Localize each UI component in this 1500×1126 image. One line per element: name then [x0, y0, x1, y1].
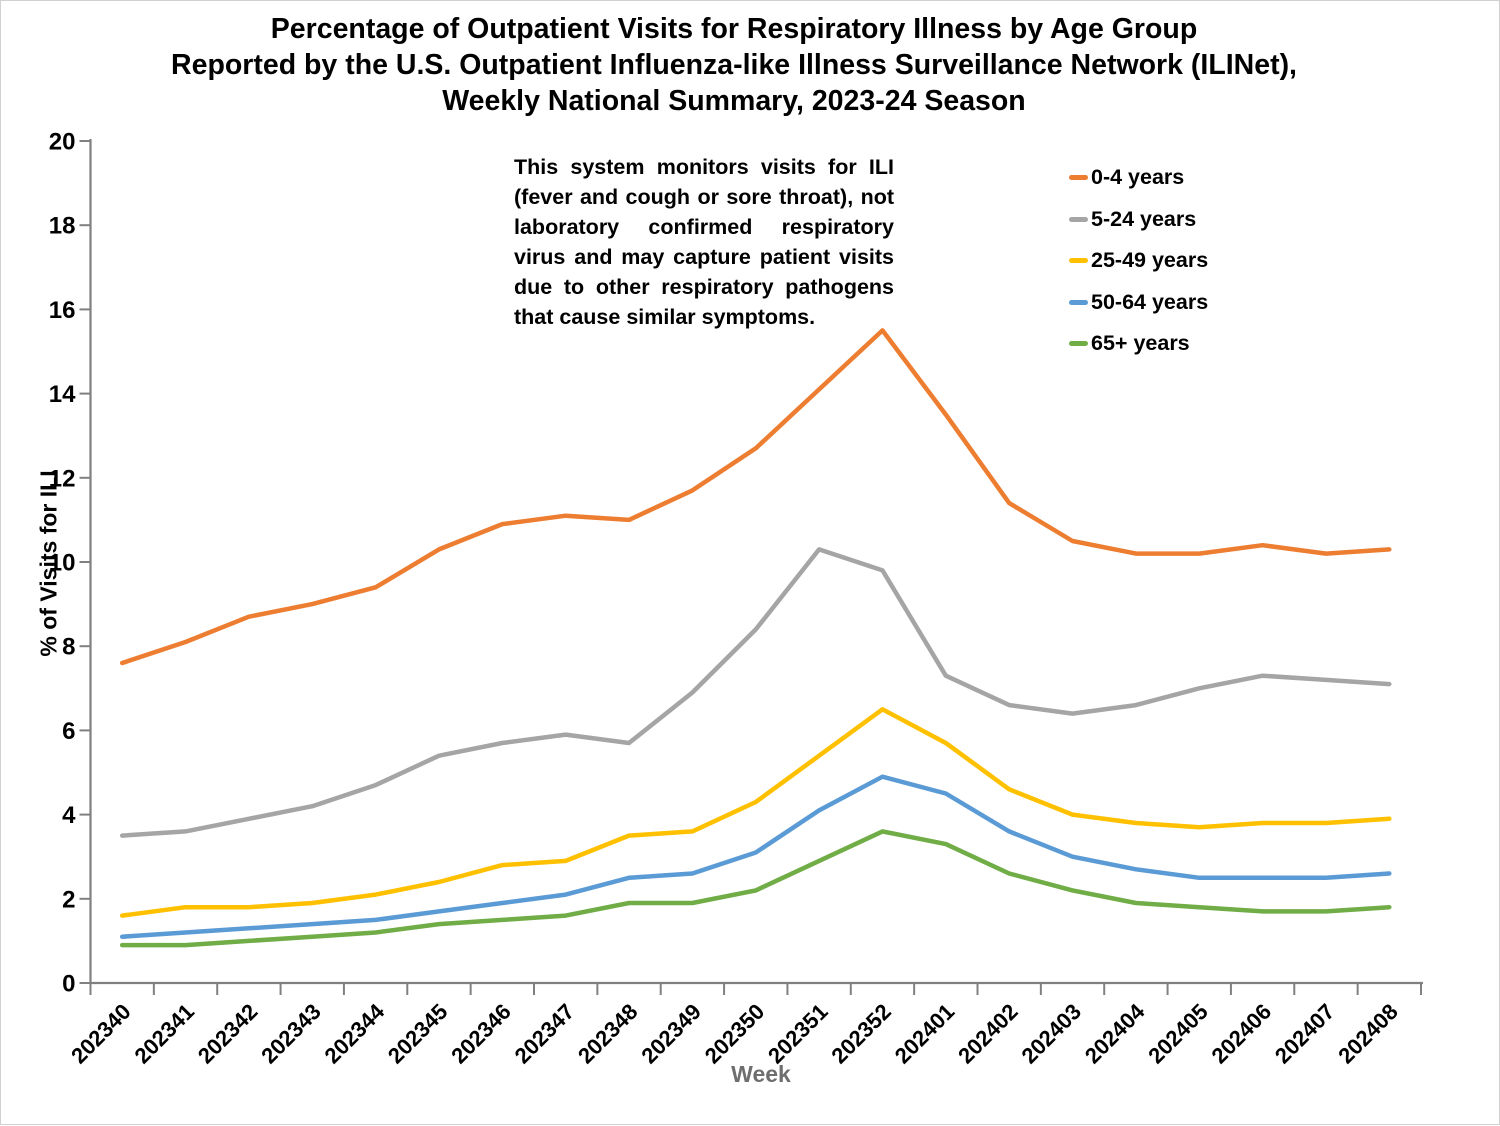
y-tick-label: 16	[49, 297, 76, 324]
legend: 0-4 years 5-24 years 25-49 years 50-64 year…	[1069, 157, 1208, 365]
chart-title-line-3: Weekly National Summary, 2023-24 Season	[442, 85, 1026, 117]
x-tick-label: 202346	[446, 999, 516, 1069]
x-tick-label: 202404	[1080, 998, 1150, 1068]
legend-item: 65+ years	[1069, 323, 1208, 365]
legend-swatch-icon	[1069, 341, 1088, 347]
x-tick-label: 202342	[193, 999, 263, 1069]
legend-item: 0-4 years	[1069, 157, 1208, 199]
x-tick-label: 202344	[320, 998, 390, 1068]
legend-swatch-icon	[1069, 299, 1088, 305]
legend-item: 5-24 years	[1069, 199, 1208, 241]
series-line-50-64-years	[119, 774, 1392, 939]
y-tick-label: 2	[62, 886, 75, 913]
legend-label: 25-49 years	[1091, 248, 1209, 273]
x-tick-label: 202350	[700, 999, 770, 1069]
x-tick-label: 202402	[953, 999, 1023, 1069]
legend-label: 50-64 years	[1091, 289, 1209, 314]
y-tick-label: 14	[49, 381, 76, 408]
legend-swatch-icon	[1069, 216, 1088, 222]
chart-title-line-1: Percentage of Outpatient Visits for Resp…	[270, 13, 1198, 45]
x-tick-label: 202405	[1143, 999, 1213, 1069]
x-tick-label: 202408	[1333, 999, 1403, 1069]
y-tick-label: 10	[49, 550, 76, 577]
chart-annotation: This system monitors visits for ILI (fev…	[514, 155, 894, 329]
x-tick-label: 202352	[826, 999, 896, 1069]
y-tick-label: 8	[62, 634, 75, 661]
x-axis-title: Week	[731, 1061, 791, 1087]
legend-label: 0-4 years	[1091, 165, 1185, 190]
y-tick-label: 20	[49, 129, 76, 156]
legend-item: 50-64 years	[1069, 282, 1208, 324]
legend-swatch-icon	[1069, 175, 1088, 181]
legend-label: 5-24 years	[1091, 206, 1197, 231]
x-tick-label: 202351	[763, 999, 833, 1069]
chart-title-line-2: Reported by the U.S. Outpatient Influenz…	[171, 49, 1297, 81]
y-tick-label: 6	[62, 718, 75, 745]
y-tick-label: 4	[62, 802, 76, 829]
x-tick-label: 202348	[573, 999, 643, 1069]
chart-title: Percentage of Outpatient Visits for Resp…	[1, 11, 1467, 119]
x-tick-label: 202345	[383, 999, 453, 1069]
legend-item: 25-49 years	[1069, 240, 1208, 282]
x-tick-label: 202341	[129, 999, 199, 1069]
series-line-5-24-years	[119, 547, 1392, 838]
x-tick-label: 202406	[1207, 999, 1277, 1069]
series-line-25-49-years	[119, 707, 1392, 918]
legend-swatch-icon	[1069, 258, 1088, 264]
x-tick-label: 202401	[890, 999, 960, 1069]
x-tick-label: 202343	[256, 999, 326, 1069]
x-tick-label: 202347	[510, 999, 580, 1069]
series-line-65-years	[119, 829, 1392, 948]
y-axis-title: % of Visits for ILI	[35, 470, 62, 657]
series-line-0-4-years	[119, 328, 1392, 666]
x-tick-label: 202340	[66, 999, 136, 1069]
y-tick-label: 12	[49, 465, 76, 492]
y-tick-label: 18	[49, 213, 76, 240]
x-tick-label: 202407	[1270, 999, 1340, 1069]
x-tick-label: 202403	[1016, 999, 1086, 1069]
legend-label: 65+ years	[1091, 331, 1190, 356]
y-tick-label: 0	[62, 971, 75, 998]
x-tick-label: 202349	[636, 999, 706, 1069]
